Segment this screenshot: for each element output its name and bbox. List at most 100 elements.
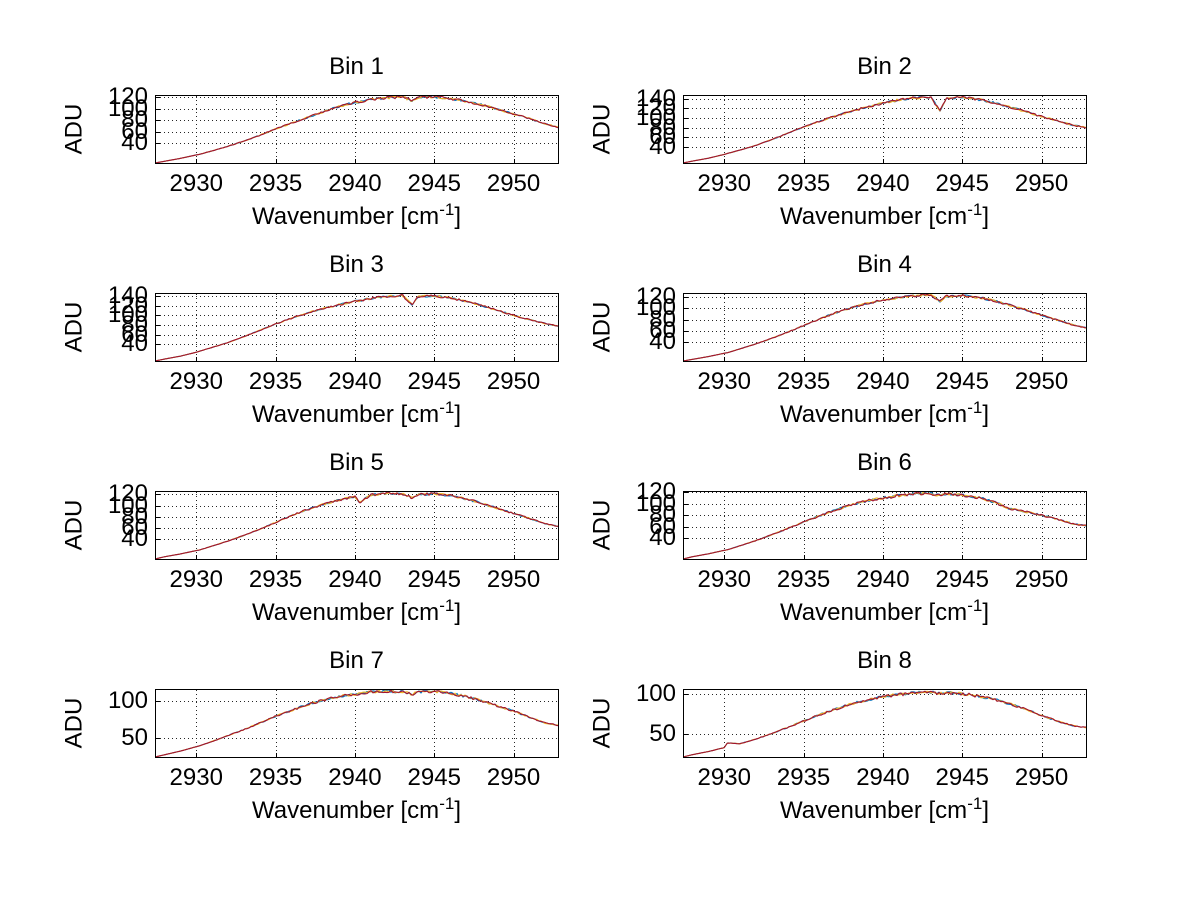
- x-tick-label: 2950: [486, 170, 541, 197]
- plot-title: Bin 5: [329, 449, 384, 476]
- spectrum-line-red: [683, 690, 1087, 758]
- plot-canvas: [683, 689, 1087, 758]
- plot-area: [155, 491, 559, 560]
- plot-title: Bin 6: [857, 449, 912, 476]
- x-tick-label: 2935: [248, 368, 303, 395]
- y-tick-label: 60: [649, 512, 676, 540]
- spectrum-line-yellow: [683, 293, 1087, 362]
- spectrum-line-red: [155, 491, 559, 560]
- x-axis-label-exponent: -1: [967, 200, 983, 219]
- x-axis-label-text: Wavenumber [cm: [252, 797, 440, 824]
- y-tick-label: 100: [635, 294, 676, 322]
- spectrum-line-red: [683, 95, 1087, 164]
- y-tick-label: 60: [649, 123, 676, 151]
- x-axis-label-text: Wavenumber [cm: [252, 203, 440, 230]
- grid: [684, 96, 1086, 163]
- y-tick-label: 100: [107, 686, 148, 714]
- plot-canvas: [155, 95, 559, 164]
- x-axis-label-exponent: -1: [439, 794, 455, 813]
- x-tick-label: 2945: [407, 764, 461, 791]
- x-tick-label: 2940: [328, 566, 382, 593]
- plot-box: [155, 491, 559, 560]
- spectrum-line-blue: [683, 293, 1087, 362]
- x-tick-label: 2940: [328, 170, 382, 197]
- x-tick-label: 2945: [935, 566, 989, 593]
- y-tick-label: 40: [649, 327, 676, 355]
- x-axis-label: Wavenumber [cm-1]: [155, 597, 558, 627]
- x-tick-label: 2940: [856, 764, 910, 791]
- y-tick-label: 50: [649, 719, 676, 747]
- spectrum-line-blue: [683, 95, 1087, 164]
- tick-marks: [683, 492, 1043, 560]
- y-tick-label: 80: [121, 502, 148, 530]
- x-tick-label: 2950: [1014, 170, 1069, 197]
- plot-box: [155, 689, 559, 758]
- x-tick-label: 2930: [697, 764, 751, 791]
- y-tick-label: 100: [635, 103, 676, 131]
- x-tick-label: 2950: [1014, 566, 1069, 593]
- plot-canvas: [683, 293, 1087, 362]
- x-axis-label-close: ]: [982, 797, 989, 824]
- y-tick-label: 60: [121, 514, 148, 542]
- plot-box: [155, 293, 559, 362]
- plot-title: Bin 3: [329, 251, 384, 278]
- plot-canvas: [683, 491, 1087, 560]
- plot-area: [155, 95, 559, 164]
- spectrum-line-blue: [683, 690, 1087, 758]
- x-axis-label-text: Wavenumber [cm: [252, 599, 440, 626]
- spectrum-line-yellow: [683, 491, 1087, 560]
- x-axis-label: Wavenumber [cm-1]: [155, 794, 558, 825]
- x-axis-label: Wavenumber [cm-1]: [683, 200, 1086, 231]
- grid: [684, 294, 1086, 361]
- plot-area: [683, 491, 1087, 560]
- plot-box: [683, 491, 1087, 560]
- x-axis-label: Wavenumber [cm-1]: [683, 794, 1086, 825]
- y-tick-label: 50: [121, 723, 148, 751]
- x-axis-label-exponent: -1: [967, 794, 983, 813]
- x-tick-label: 2940: [856, 566, 910, 593]
- plot-title: Bin 1: [329, 53, 384, 80]
- plot-canvas: [155, 491, 559, 560]
- x-tick-label: 2935: [776, 368, 831, 395]
- x-tick-label: 2935: [776, 566, 831, 593]
- plot-area: [683, 95, 1087, 164]
- spectrum-line-blue: [155, 95, 559, 164]
- spectrum-line-yellow: [155, 294, 559, 362]
- x-tick-label: 2930: [169, 368, 223, 395]
- x-tick-label: 2935: [776, 170, 831, 197]
- x-tick-label: 2930: [697, 170, 751, 197]
- spectrum-line-yellow: [155, 689, 559, 758]
- tick-marks: [683, 297, 1043, 362]
- y-tick-label: 80: [121, 311, 148, 339]
- x-axis-label-close: ]: [454, 599, 461, 626]
- y-tick-label: 120: [635, 478, 676, 506]
- x-axis-label-close: ]: [982, 401, 989, 428]
- y-tick-label: 40: [121, 129, 148, 157]
- spectrum-line-blue: [155, 491, 559, 560]
- x-axis-label-text: Wavenumber [cm: [780, 401, 968, 428]
- x-tick-label: 2945: [935, 170, 989, 197]
- x-tick-label: 2930: [169, 170, 223, 197]
- plot-title: Bin 2: [857, 53, 912, 80]
- y-tick-label: 100: [635, 680, 676, 708]
- y-tick-label: 40: [121, 525, 148, 553]
- x-tick-label: 2930: [697, 368, 751, 395]
- grid: [156, 294, 558, 361]
- x-tick-label: 2940: [328, 368, 382, 395]
- x-tick-label: 2945: [935, 764, 989, 791]
- plot-canvas: [155, 689, 559, 758]
- plot-box: [683, 689, 1087, 758]
- plot-title: Bin 4: [857, 251, 912, 278]
- x-axis-label-text: Wavenumber [cm: [780, 599, 968, 626]
- y-tick-label: 100: [107, 94, 148, 122]
- spectrum-line-yellow: [683, 690, 1087, 758]
- y-tick-label: 120: [107, 480, 148, 508]
- x-tick-label: 2930: [169, 566, 223, 593]
- y-tick-label: 40: [121, 330, 148, 358]
- x-tick-label: 2950: [486, 764, 541, 791]
- y-tick-label: 120: [107, 83, 148, 111]
- plot-box: [683, 293, 1087, 362]
- x-tick-label: 2945: [407, 170, 461, 197]
- x-tick-label: 2945: [407, 566, 461, 593]
- x-tick-label: 2935: [248, 566, 303, 593]
